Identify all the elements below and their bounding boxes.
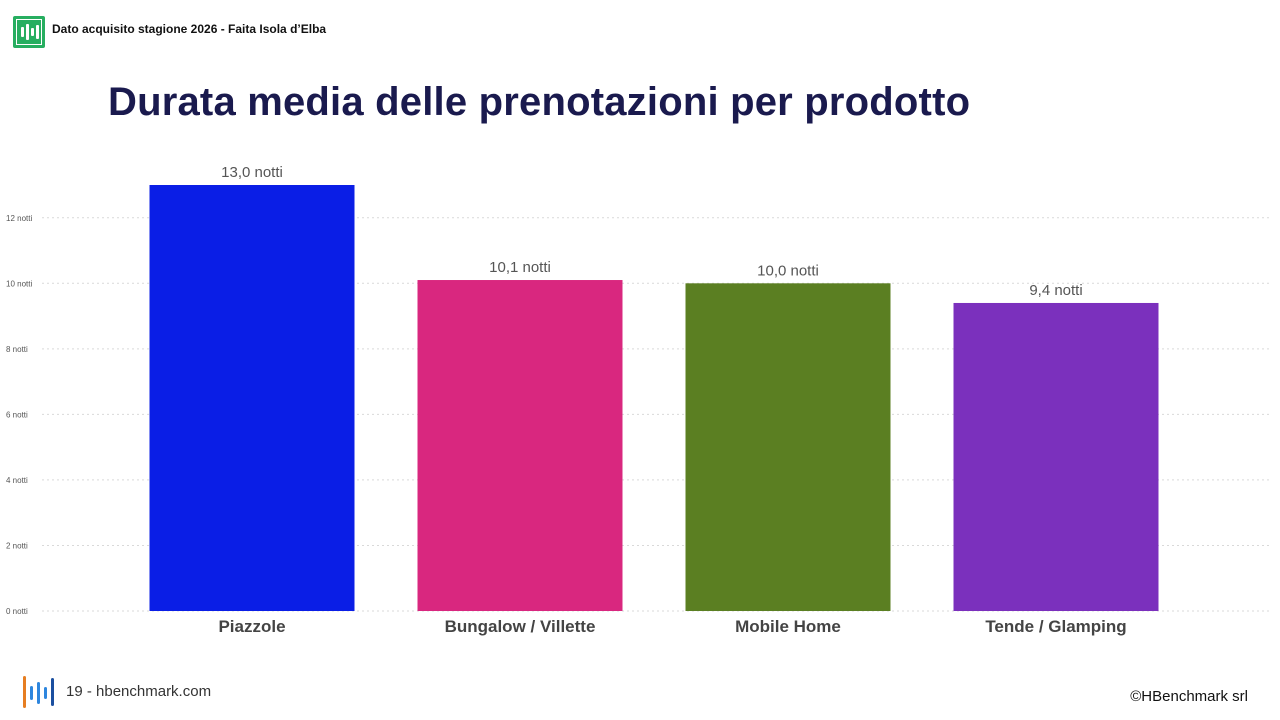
- y-tick-label: 2 notti: [6, 541, 28, 550]
- x-tick-label: Tende / Glamping: [985, 617, 1126, 636]
- data-label: 9,4 notti: [1029, 282, 1082, 299]
- hbenchmark-footer-logo-icon: [23, 676, 54, 708]
- x-tick-label: Mobile Home: [735, 617, 841, 636]
- data-label: 10,1 notti: [489, 259, 551, 276]
- x-tick-label: Piazzole: [218, 617, 285, 636]
- x-tick-label: Bungalow / Villette: [445, 617, 596, 636]
- page-title: Durata media delle prenotazioni per prod…: [108, 80, 971, 124]
- y-tick-label: 8 notti: [6, 345, 28, 354]
- hbenchmark-logo-icon: [13, 16, 45, 48]
- copyright: ©HBenchmark srl: [1130, 688, 1248, 705]
- bar: [149, 185, 355, 611]
- y-tick-label: 0 notti: [6, 607, 28, 616]
- y-tick-label: 6 notti: [6, 410, 28, 419]
- bar: [685, 283, 891, 611]
- y-tick-label: 10 notti: [6, 279, 32, 288]
- bar-chart: 0 notti 2 notti 4 notti 6 notti 8 notti 10 no…: [6, 164, 1272, 636]
- y-tick-label: 12 notti: [6, 214, 32, 223]
- header-text: Dato acquisito stagione 2026 - Faita Iso…: [52, 22, 327, 36]
- data-label: 13,0 notti: [221, 164, 283, 181]
- y-tick-label: 4 notti: [6, 476, 28, 485]
- bar: [417, 280, 623, 611]
- bar: [953, 302, 1159, 611]
- data-label: 10,0 notti: [757, 262, 819, 279]
- footer-page-info: 19 - hbenchmark.com: [66, 683, 212, 700]
